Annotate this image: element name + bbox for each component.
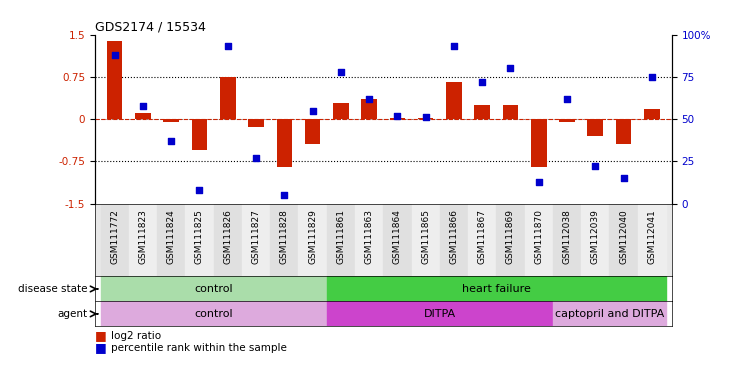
Bar [616, 119, 631, 144]
Point [589, 163, 601, 169]
Bar [101, 204, 128, 276]
Text: control: control [194, 284, 233, 294]
Text: GSM111863: GSM111863 [364, 209, 374, 264]
Text: ■: ■ [95, 329, 107, 343]
Text: GSM111829: GSM111829 [308, 209, 317, 264]
Point [477, 79, 488, 85]
Bar [101, 276, 327, 301]
Bar [525, 204, 553, 276]
Bar [503, 105, 518, 119]
Point [561, 96, 573, 102]
Point [307, 108, 318, 114]
Text: GSM111865: GSM111865 [421, 209, 430, 264]
Bar [107, 41, 123, 119]
Bar [299, 204, 327, 276]
Bar [644, 109, 660, 119]
Point [137, 103, 149, 109]
Text: GSM112038: GSM112038 [563, 209, 572, 264]
Text: GSM111861: GSM111861 [337, 209, 345, 264]
Bar [242, 204, 270, 276]
Bar [474, 105, 490, 119]
Bar [496, 204, 525, 276]
Bar [327, 204, 355, 276]
Text: GSM111864: GSM111864 [393, 209, 402, 264]
Text: GSM111869: GSM111869 [506, 209, 515, 264]
Bar [581, 204, 610, 276]
Text: GSM111823: GSM111823 [139, 209, 147, 264]
Bar [439, 204, 468, 276]
Text: GSM111824: GSM111824 [166, 209, 176, 264]
Bar [135, 113, 150, 119]
Bar [327, 276, 666, 301]
Bar [390, 118, 405, 119]
Text: GSM111825: GSM111825 [195, 209, 204, 264]
Text: heart failure: heart failure [462, 284, 531, 294]
Bar [412, 204, 439, 276]
Point [504, 65, 516, 71]
Text: GSM111827: GSM111827 [252, 209, 261, 264]
Bar [270, 204, 299, 276]
Bar [588, 119, 603, 136]
Bar [277, 119, 292, 167]
Point [222, 43, 234, 50]
Point [646, 74, 658, 80]
Point [420, 114, 431, 121]
Text: GSM111772: GSM111772 [110, 209, 119, 264]
Bar [361, 99, 377, 119]
Point [391, 113, 403, 119]
Bar [383, 204, 412, 276]
Text: GSM111870: GSM111870 [534, 209, 543, 264]
Text: GDS2174 / 15534: GDS2174 / 15534 [95, 20, 206, 33]
Bar [128, 204, 157, 276]
Text: GSM112039: GSM112039 [591, 209, 600, 264]
Bar [164, 119, 179, 122]
Text: log2 ratio: log2 ratio [111, 331, 161, 341]
Bar [101, 301, 327, 326]
Text: GSM112040: GSM112040 [619, 209, 628, 264]
Point [250, 155, 262, 161]
Point [193, 187, 205, 193]
Bar [553, 301, 666, 326]
Bar [468, 204, 496, 276]
Point [533, 179, 545, 185]
Text: ■: ■ [95, 341, 107, 354]
Bar [553, 204, 581, 276]
Point [448, 43, 460, 50]
Bar [192, 119, 207, 150]
Bar [559, 119, 575, 122]
Point [335, 69, 347, 75]
Point [109, 52, 120, 58]
Text: control: control [194, 309, 233, 319]
Bar [610, 204, 638, 276]
Bar [220, 77, 236, 119]
Bar [248, 119, 264, 127]
Bar [333, 103, 349, 119]
Bar [327, 301, 553, 326]
Text: disease state: disease state [18, 284, 88, 294]
Text: GSM111828: GSM111828 [280, 209, 289, 264]
Point [166, 138, 177, 144]
Bar [305, 119, 320, 144]
Bar [446, 83, 461, 119]
Text: DITPA: DITPA [423, 309, 456, 319]
Text: GSM111866: GSM111866 [450, 209, 458, 264]
Text: GSM112041: GSM112041 [648, 209, 656, 264]
Text: GSM111826: GSM111826 [223, 209, 232, 264]
Text: GSM111867: GSM111867 [477, 209, 487, 264]
Bar [185, 204, 214, 276]
Text: captopril and DITPA: captopril and DITPA [555, 309, 664, 319]
Bar [214, 204, 242, 276]
Bar [638, 204, 666, 276]
Point [364, 96, 375, 102]
Bar [531, 119, 547, 167]
Bar [355, 204, 383, 276]
Point [278, 192, 290, 198]
Text: agent: agent [58, 309, 88, 319]
Text: percentile rank within the sample: percentile rank within the sample [111, 343, 287, 353]
Point [618, 175, 629, 181]
Bar [157, 204, 185, 276]
